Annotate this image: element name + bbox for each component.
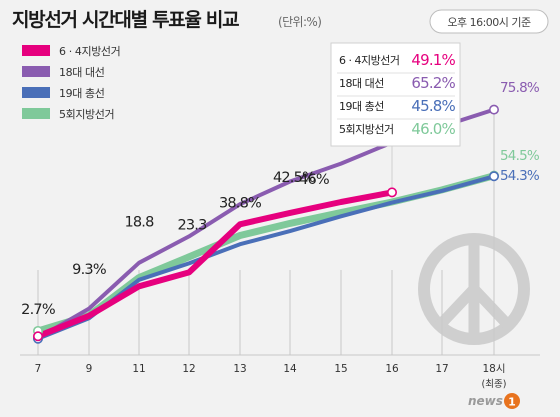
series-line-pres18: [36, 107, 496, 341]
end-label-local5: 54.5%: [500, 148, 540, 164]
point-label: 18.8: [124, 214, 154, 230]
x-tick-label: 15: [334, 363, 347, 375]
table-row-name: 5회지방선거: [339, 123, 394, 136]
value-table: 6 · 4지방선거 49.1% 18대 대선 65.2% 19대 총선 45.8% 5회지방…: [330, 42, 461, 188]
legend-label-local6_4: 6 · 4지방선거: [59, 45, 120, 58]
data-point-pres18: [488, 104, 499, 115]
x-tick-label: 9: [86, 363, 93, 375]
logo-text: news: [468, 394, 503, 408]
time-badge: 오후 16:00시 기준: [429, 9, 549, 34]
legend-swatch-pres18: [22, 66, 50, 77]
x-tick-label: 14: [283, 363, 297, 375]
end-label-pres18: 75.8%: [500, 80, 540, 96]
x-tick-label: 7: [35, 363, 42, 375]
data-point-local6_4: [386, 187, 397, 198]
point-label: 2.7%: [21, 302, 55, 318]
chart-series-lines: [34, 107, 498, 341]
point-label: 9.3%: [72, 262, 106, 278]
chart-title: 지방선거 시간대별 투표율 비교: [12, 9, 239, 31]
x-axis-ticks: 7 9 11 12 13 14 15 16 17 18시 (최종): [35, 363, 507, 390]
x-tick-label: 16: [385, 363, 399, 375]
legend-label-gen19: 19대 총선: [59, 87, 104, 100]
end-label-gen19: 54.3%: [500, 168, 540, 184]
legend-swatch-local6_4: [22, 45, 50, 56]
news1-logo: news 1: [468, 393, 520, 409]
value-table-box: [330, 42, 461, 147]
point-label: 23.3: [177, 217, 207, 233]
chart-unit: (단위:%): [278, 15, 321, 29]
data-point-local6_4: [32, 331, 43, 342]
time-badge-text: 오후 16:00시 기준: [447, 16, 531, 29]
legend-swatch-gen19: [22, 87, 50, 98]
x-tick-sublabel: (최종): [482, 379, 507, 390]
x-tick-label: 13: [233, 363, 246, 375]
x-tick-label: 18시: [482, 363, 505, 375]
table-row-value: 46.0%: [411, 120, 455, 138]
table-row-value: 49.1%: [411, 51, 455, 69]
chart-points: [32, 104, 499, 344]
data-point-gen19: [488, 171, 499, 182]
logo-mark: [504, 393, 520, 409]
logo-mark-text: 1: [508, 396, 516, 409]
series-line-local6_4: [35, 189, 395, 340]
table-row-name: 6 · 4지방선거: [339, 54, 399, 67]
chart-legend: 6 · 4지방선거 18대 대선 19대 총선 5회지방선거: [22, 45, 121, 121]
x-tick-label: 11: [132, 363, 145, 375]
x-tick-label: 17: [435, 363, 448, 375]
chart-end-labels: 75.8% 54.5% 54.3%: [500, 80, 541, 184]
legend-label-local5: 5회지방선거: [59, 108, 114, 121]
legend-label-pres18: 18대 대선: [59, 66, 104, 79]
table-row-value: 45.8%: [411, 97, 455, 115]
table-row-value: 65.2%: [411, 74, 455, 92]
x-tick-label: 12: [182, 363, 195, 375]
legend-swatch-local5: [22, 108, 50, 119]
table-row-name: 19대 총선: [339, 100, 384, 113]
table-row-name: 18대 대선: [339, 77, 384, 90]
point-label: 46%: [299, 172, 329, 188]
chart-point-labels: 2.7% 9.3% 18.8 23.3 38.8% 42.5%46%: [21, 170, 330, 318]
point-label: 38.8%: [219, 195, 261, 211]
point-label: 42.5%: [273, 170, 315, 186]
ballot-stamp-icon: [418, 233, 530, 345]
